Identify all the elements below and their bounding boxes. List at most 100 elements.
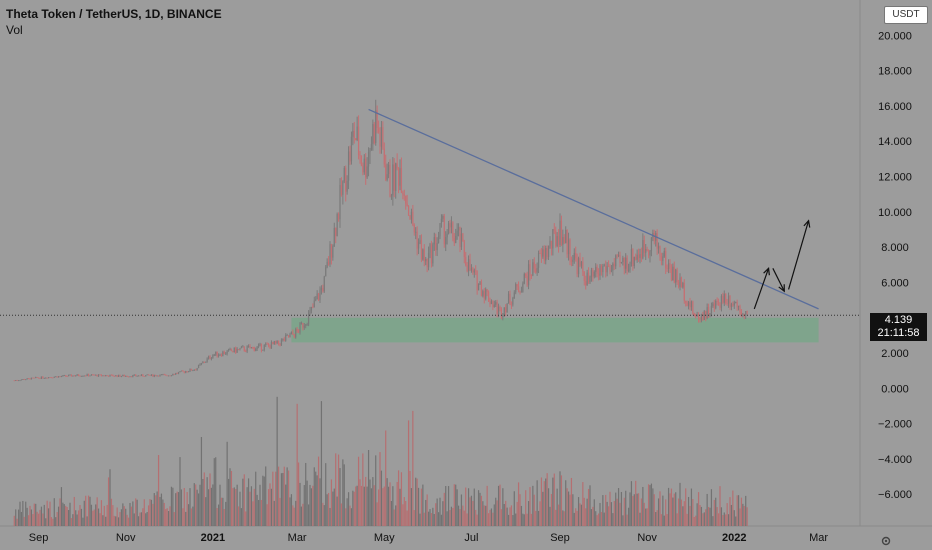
candle-body	[562, 237, 564, 245]
candle-body	[123, 375, 125, 377]
candle-body	[740, 312, 743, 315]
volume-bar	[716, 507, 718, 526]
volume-bar	[656, 510, 658, 526]
candle-body	[710, 305, 713, 314]
candle-body	[313, 300, 315, 308]
candle-body	[553, 229, 555, 231]
volume-bar	[263, 476, 265, 526]
volume-bar	[452, 507, 454, 526]
volume-bar	[527, 501, 530, 526]
candle-body	[530, 275, 533, 277]
volume-bar	[165, 509, 167, 526]
bar-countdown: 21:11:58	[877, 327, 920, 339]
candle-body	[235, 347, 237, 353]
volume-bar	[132, 501, 134, 526]
volume-bar	[160, 493, 163, 526]
volume-bar	[335, 453, 337, 526]
candle-body	[690, 301, 693, 308]
volume-bar	[260, 499, 263, 526]
volume-bar	[319, 478, 321, 526]
candle-body	[367, 151, 370, 167]
candle-body	[595, 266, 597, 272]
price-axis-labels: 20.000 18.000 16.000 14.000 12.000 10.000 8.00…	[878, 6, 912, 501]
candle-body	[632, 249, 634, 266]
candle-body	[216, 351, 218, 357]
volume-bar	[147, 505, 150, 526]
volume-bar	[686, 513, 688, 526]
candle-body	[679, 277, 681, 287]
candle-body	[573, 252, 575, 260]
candle-body	[593, 271, 595, 277]
volume-bar	[676, 513, 678, 526]
volume-bar	[520, 505, 523, 526]
candle-body	[555, 230, 557, 246]
volume-bar	[552, 477, 554, 526]
volume-bar	[53, 498, 55, 526]
volume-bar	[646, 508, 648, 526]
volume-bar	[467, 488, 470, 526]
volume-bar	[553, 473, 555, 526]
candle-body	[49, 377, 51, 378]
volume-bar	[143, 499, 145, 526]
volume-bar	[213, 458, 215, 526]
volume-bar	[169, 506, 171, 526]
volume-bar	[503, 503, 505, 526]
volume-bar	[82, 517, 84, 526]
volume-bar	[166, 508, 168, 526]
candle-body	[503, 307, 505, 315]
volume-bar	[343, 464, 345, 526]
volume-bar	[390, 500, 393, 526]
candle-body	[657, 246, 660, 249]
volume-bars	[13, 396, 748, 526]
candle-body	[222, 351, 224, 356]
candle-body	[292, 332, 294, 335]
candle-body	[82, 375, 84, 377]
volume-bar	[403, 497, 405, 526]
candle-body	[482, 291, 484, 296]
candle-body	[532, 262, 534, 276]
volume-bar	[75, 510, 77, 526]
candle-body	[242, 346, 244, 348]
candle-body	[729, 295, 731, 307]
volume-bar	[717, 513, 720, 526]
candle-body	[379, 132, 381, 147]
volume-bar	[99, 513, 101, 526]
x-tick-label: Sep	[29, 532, 49, 544]
candle-body	[463, 241, 465, 258]
candle-body	[520, 291, 523, 293]
candle-body	[437, 236, 440, 243]
volume-bar	[52, 518, 54, 526]
candle-body	[627, 269, 630, 271]
volume-bar	[135, 498, 137, 526]
candle-body	[480, 282, 483, 296]
candle-body	[312, 306, 314, 308]
candle-body	[552, 229, 554, 249]
volume-bar	[77, 510, 80, 526]
volume-bar	[682, 506, 684, 526]
gear-icon[interactable]	[880, 535, 892, 547]
candle-body	[69, 374, 71, 376]
candle-body	[716, 301, 718, 302]
volume-bar	[446, 511, 448, 526]
candle-body	[529, 264, 531, 276]
volume-bar	[182, 508, 184, 526]
volume-bar	[675, 492, 677, 526]
candle-body	[459, 227, 461, 248]
candle-body	[269, 345, 271, 349]
candle-body	[420, 240, 423, 260]
volume-bar	[603, 512, 605, 526]
volume-bar	[96, 497, 98, 526]
candle-body	[405, 195, 407, 204]
volume-bar	[726, 503, 728, 526]
volume-bar	[206, 477, 208, 526]
candle-body	[643, 240, 645, 254]
candle-body	[366, 166, 368, 178]
candle-body	[290, 332, 293, 335]
currency-badge[interactable]: USDT	[884, 6, 928, 24]
candle-body	[262, 349, 264, 351]
volume-bar	[149, 499, 151, 526]
candle-body	[625, 257, 627, 269]
candle-body	[683, 283, 685, 301]
y-tick-label: −4.000	[878, 454, 912, 466]
